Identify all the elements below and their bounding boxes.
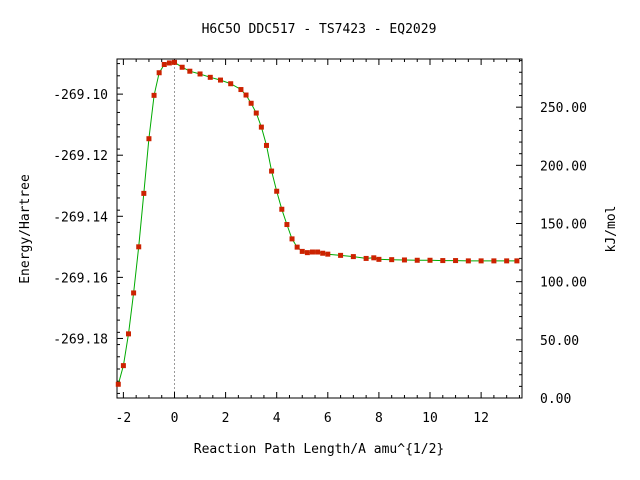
data-point [491,258,497,264]
data-point [325,251,331,257]
data-point [427,257,433,263]
data-point [401,257,407,263]
data-point [389,257,395,263]
y-tick-label: -269.14 [53,210,108,225]
data-point [504,258,510,264]
data-point [309,249,315,255]
data-point [320,250,326,256]
data-point [258,124,264,130]
data-point [478,258,484,264]
x-tick-label: 0 [171,411,179,426]
data-point [414,257,420,263]
data-point [350,254,356,260]
x-tick-label: 10 [422,411,438,426]
data-point [115,381,121,387]
data-point [371,255,377,261]
data-point [151,92,157,98]
data-point [338,252,344,258]
series-line [117,61,517,385]
data-point [197,71,203,77]
data-point [248,100,254,106]
data-point [440,258,446,264]
data-point [253,110,259,116]
data-point [228,81,234,87]
data-point [187,68,193,74]
data-point [156,70,162,76]
data-point [363,255,369,261]
data-point [125,331,131,337]
data-point [207,74,213,80]
data-point [465,258,471,264]
x-tick-label: 6 [324,411,332,426]
y2-tick-label: 200.00 [540,159,587,174]
plot-frame [116,58,523,399]
data-point [141,190,147,196]
x-tick-label: 12 [473,411,489,426]
y2-tick-label: 250.00 [540,101,587,116]
data-point [243,92,249,98]
data-point [217,77,223,83]
data-point [238,87,244,93]
chart-title: H6C5O DDC517 - TS7423 - EQ2029 [202,22,437,37]
data-point [294,244,300,250]
ticks [117,59,522,399]
data-point [161,61,167,67]
y2-axis-label: kJ/mol [604,206,619,253]
y2-tick-label: 0.00 [540,392,571,407]
x-tick-label: -2 [116,411,132,426]
data-point [514,258,520,264]
data-point [263,142,269,148]
data-point [274,188,280,194]
y2-tick-label: 50.00 [540,334,579,349]
data-point [299,248,305,254]
data-point [284,222,290,228]
x-tick-label: 2 [222,411,230,426]
data-point [166,60,172,66]
y-axis-label: Energy/Hartree [18,174,33,284]
y2-tick-label: 100.00 [540,276,587,291]
x-tick-label: 8 [375,411,383,426]
data-point [315,249,321,255]
data-point [289,236,295,242]
y-tick-label: -269.12 [53,149,108,164]
data-point [131,290,137,296]
y-tick-label: -269.10 [53,88,108,103]
y2-tick-label: 150.00 [540,217,587,232]
y-tick-label: -269.16 [53,271,108,286]
data-point [171,59,177,65]
x-tick-label: 4 [273,411,281,426]
series-markers [115,59,520,387]
data-point [304,250,310,256]
data-point [179,64,185,70]
data-point [136,244,142,250]
data-point [376,256,382,262]
data-point [120,363,126,369]
data-point [453,258,459,264]
data-point [269,168,275,174]
tick-labels: -2 0 2 4 6 8 10 12 -269.10 -269.12 -269.14 -269.16 -… [53,88,587,426]
data-point [146,136,152,142]
y-tick-label: -269.18 [53,332,108,347]
data-point [279,206,285,212]
x-axis-label: Reaction Path Length/A amu^{1/2} [194,442,444,457]
